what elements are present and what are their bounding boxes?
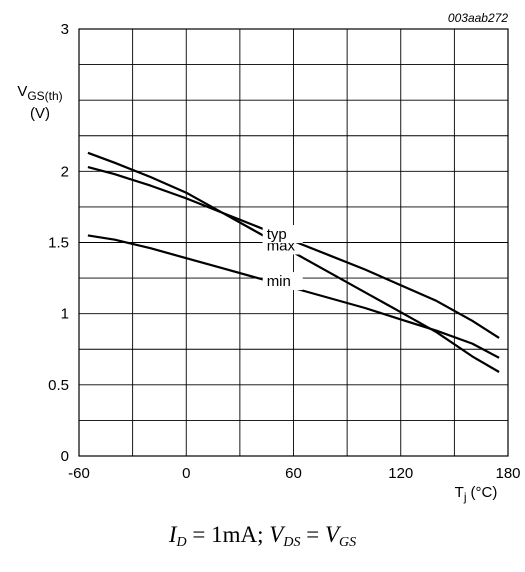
figure-id: 003aab272 xyxy=(448,11,508,25)
y-axis-label-main: V xyxy=(17,83,27,100)
curve-label-min: min xyxy=(267,273,291,290)
condition-id-var: I xyxy=(168,522,177,547)
x-tick-label: -60 xyxy=(68,465,90,482)
y-tick-label: 1 xyxy=(61,306,69,323)
y-axis-ticks: 0 0.5 1 1.5 2 3 xyxy=(48,21,69,465)
test-condition: ID = 1mA; VDS = VGS xyxy=(168,522,357,550)
x-axis-label: Tj (°C) xyxy=(455,484,498,504)
y-axis-unit: (V) xyxy=(30,105,50,122)
curve-label-bg-min xyxy=(262,272,303,291)
y-axis-label-sub: GS(th) xyxy=(27,89,62,103)
y-tick-label: 3 xyxy=(61,21,69,38)
condition-vgs-var: V xyxy=(324,522,340,547)
y-axis-label: VGS(th) xyxy=(17,83,62,103)
x-axis-label-main: T xyxy=(455,484,464,501)
curve-label-bg-typ xyxy=(262,225,303,244)
condition-vds-var: V xyxy=(269,522,284,547)
y-tick-label: 2 xyxy=(61,163,69,180)
y-tick-label: 1.5 xyxy=(48,235,69,252)
y-tick-label: 0.5 xyxy=(48,377,69,394)
x-axis-label-unit: (°C) xyxy=(471,484,498,501)
x-axis-ticks: -60 0 60 120 180 xyxy=(68,465,520,482)
condition-id-value: 1mA xyxy=(211,522,258,547)
y-tick-label: 0 xyxy=(61,448,69,465)
curve-label-typ: typ xyxy=(267,226,287,243)
condition-id-sub: D xyxy=(176,535,187,550)
plot-frame xyxy=(78,28,509,457)
x-tick-label: 120 xyxy=(388,465,413,482)
condition-vds-sub: DS xyxy=(283,535,301,550)
x-tick-label: 0 xyxy=(182,465,190,482)
x-axis-label-sub: j xyxy=(463,490,467,504)
condition-vgs-sub: GS xyxy=(339,535,357,550)
x-tick-label: 180 xyxy=(495,465,520,482)
x-tick-label: 60 xyxy=(285,465,302,482)
